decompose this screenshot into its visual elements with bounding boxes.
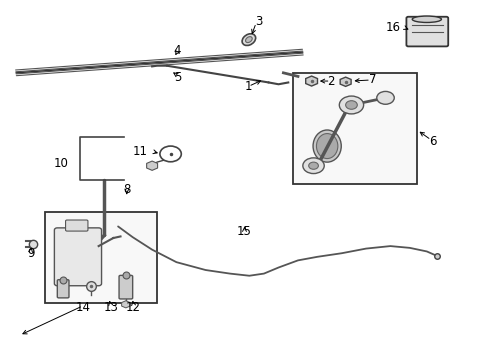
Text: 4: 4: [173, 44, 181, 57]
Text: 6: 6: [428, 135, 436, 148]
Text: 14: 14: [76, 301, 90, 314]
FancyBboxPatch shape: [406, 17, 447, 46]
Text: 2: 2: [326, 75, 334, 87]
Text: 12: 12: [126, 301, 141, 314]
Ellipse shape: [316, 134, 337, 158]
Ellipse shape: [411, 16, 441, 22]
FancyBboxPatch shape: [65, 220, 88, 231]
Ellipse shape: [312, 130, 341, 162]
Text: 16: 16: [385, 21, 400, 34]
Circle shape: [339, 96, 363, 114]
Circle shape: [376, 91, 393, 104]
Text: 7: 7: [368, 73, 375, 86]
Ellipse shape: [245, 37, 252, 42]
Text: 8: 8: [123, 183, 130, 196]
Circle shape: [302, 158, 324, 174]
Ellipse shape: [242, 34, 255, 45]
Text: 3: 3: [255, 14, 262, 27]
Text: 13: 13: [103, 301, 118, 314]
Circle shape: [345, 101, 357, 109]
Circle shape: [308, 162, 318, 169]
Bar: [292, 73, 416, 184]
FancyBboxPatch shape: [54, 228, 102, 286]
Bar: [45, 212, 157, 303]
Text: 9: 9: [27, 247, 34, 260]
Text: 5: 5: [173, 71, 181, 84]
Text: 15: 15: [237, 225, 251, 238]
Text: 10: 10: [54, 157, 68, 170]
Text: 1: 1: [244, 80, 252, 93]
FancyBboxPatch shape: [119, 275, 132, 299]
Text: 11: 11: [132, 145, 147, 158]
FancyBboxPatch shape: [57, 280, 69, 298]
